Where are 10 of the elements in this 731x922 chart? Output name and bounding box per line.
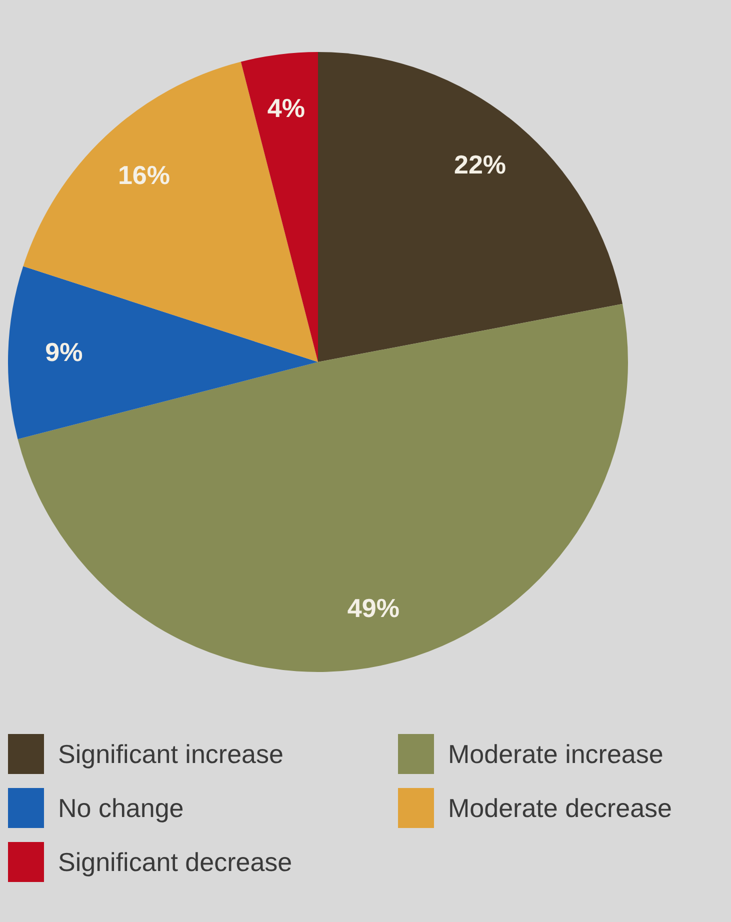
legend-label: No change	[58, 792, 184, 824]
legend-label: Significant increase	[58, 738, 284, 770]
data-label: 4%	[267, 92, 305, 123]
data-label: 9%	[45, 337, 83, 368]
data-label: 22%	[454, 149, 506, 180]
legend-label: Moderate decrease	[448, 792, 672, 824]
legend-label: Significant decrease	[58, 846, 292, 878]
data-label: 49%	[347, 593, 400, 624]
data-label: 16%	[118, 160, 170, 190]
legend-label: Moderate increase	[448, 738, 664, 770]
